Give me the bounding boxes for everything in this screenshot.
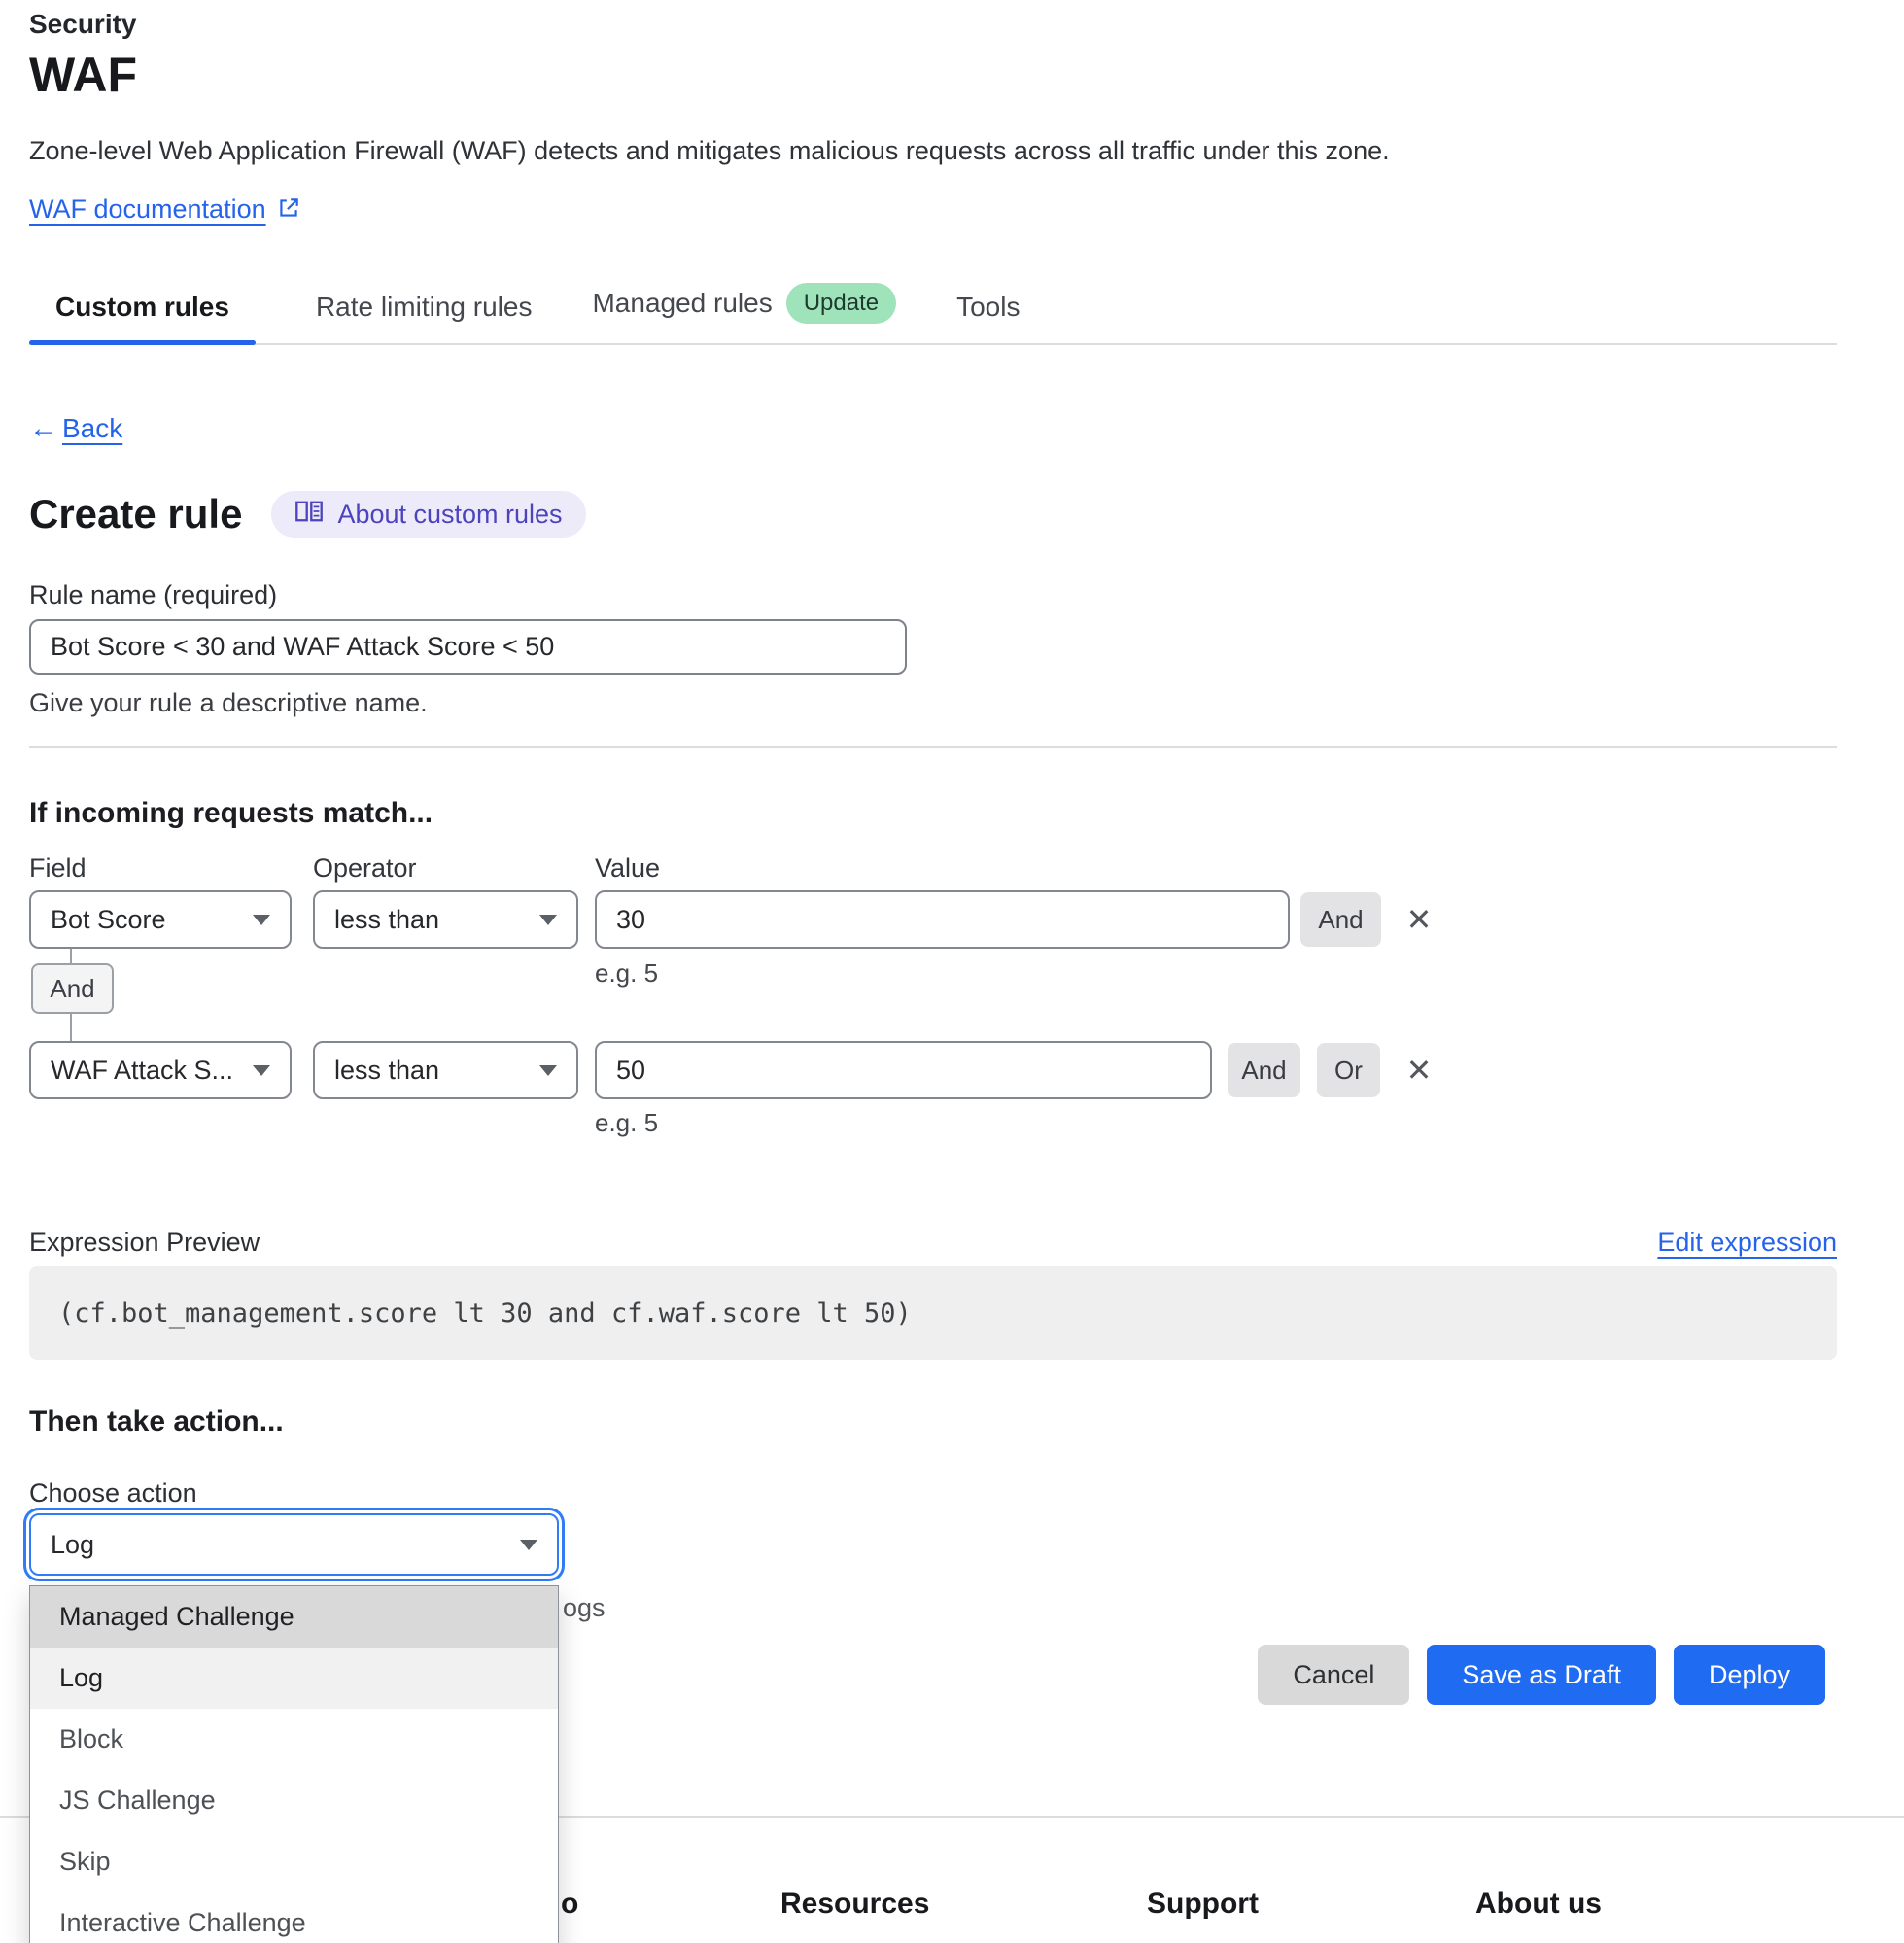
footer-column-about-us: About us bbox=[1475, 1888, 1602, 1920]
field-select-1[interactable]: Bot Score bbox=[29, 890, 292, 949]
cancel-button[interactable]: Cancel bbox=[1258, 1645, 1410, 1705]
add-or-button-2[interactable]: Or bbox=[1317, 1043, 1380, 1097]
menu-item-js-challenge[interactable]: JS Challenge bbox=[59, 1786, 216, 1815]
section-eyebrow: Security bbox=[29, 9, 137, 39]
page-description: Zone-level Web Application Firewall (WAF… bbox=[29, 136, 1390, 165]
connector-and-chip[interactable]: And bbox=[31, 963, 114, 1014]
footer-divider bbox=[0, 1816, 1904, 1818]
choose-action-select[interactable]: Log bbox=[29, 1513, 559, 1576]
chevron-down-icon bbox=[520, 1539, 537, 1550]
expression-code: (cf.bot_management.score lt 30 and cf.wa… bbox=[58, 1298, 912, 1329]
page-title: WAF bbox=[29, 48, 138, 102]
menu-item-skip[interactable]: Skip bbox=[59, 1847, 111, 1876]
menu-item-log[interactable]: Log bbox=[30, 1648, 558, 1709]
about-custom-rules-pill[interactable]: About custom rules bbox=[271, 491, 586, 538]
tab-bar: Custom rules Rate limiting rules Managed… bbox=[29, 283, 1837, 345]
tab-custom-rules[interactable]: Custom rules bbox=[29, 291, 256, 345]
rule-name-helper: Give your rule a descriptive name. bbox=[29, 688, 428, 717]
occluded-text-fragment: ogs bbox=[563, 1593, 606, 1622]
chevron-down-icon bbox=[539, 1064, 557, 1076]
book-icon bbox=[294, 499, 324, 530]
value-column-label: Value bbox=[595, 853, 661, 883]
save-as-draft-button[interactable]: Save as Draft bbox=[1427, 1645, 1656, 1705]
field-select-2[interactable]: WAF Attack S... bbox=[29, 1041, 292, 1099]
operator-select-1[interactable]: less than bbox=[313, 890, 578, 949]
footer-column-resources: Resources bbox=[780, 1888, 930, 1920]
field-column-label: Field bbox=[29, 853, 87, 883]
choose-action-label: Choose action bbox=[29, 1478, 197, 1508]
operator-select-2[interactable]: less than bbox=[313, 1041, 578, 1099]
action-section-title: Then take action... bbox=[29, 1405, 284, 1438]
value-input-2[interactable] bbox=[595, 1041, 1212, 1099]
chevron-down-icon bbox=[253, 914, 270, 925]
remove-row-icon-2[interactable]: ✕ bbox=[1398, 1049, 1440, 1092]
footer-column-support: Support bbox=[1147, 1888, 1259, 1920]
value-hint-2: e.g. 5 bbox=[595, 1108, 659, 1137]
edit-expression-link[interactable]: Edit expression bbox=[1657, 1228, 1837, 1257]
connector-line bbox=[70, 949, 72, 963]
deploy-button[interactable]: Deploy bbox=[1673, 1645, 1825, 1705]
rule-name-label: Rule name (required) bbox=[29, 580, 278, 609]
form-action-buttons: Cancel Save as Draft Deploy bbox=[1258, 1645, 1825, 1705]
tab-tools[interactable]: Tools bbox=[956, 292, 1021, 322]
external-link-icon bbox=[276, 195, 301, 228]
update-badge: Update bbox=[785, 283, 897, 324]
remove-row-icon-1[interactable]: ✕ bbox=[1398, 898, 1440, 941]
menu-item-interactive-challenge[interactable]: Interactive Challenge bbox=[59, 1908, 306, 1937]
value-hint-1: e.g. 5 bbox=[595, 958, 659, 988]
condition-row-2: WAF Attack S... less than And Or ✕ bbox=[29, 1041, 1837, 1099]
operator-column-label: Operator bbox=[313, 853, 417, 883]
add-and-button-1[interactable]: And bbox=[1300, 892, 1381, 947]
back-link[interactable]: Back bbox=[62, 413, 123, 443]
builder-column-headers: Field Operator Value bbox=[29, 853, 1837, 886]
condition-row-1: Bot Score less than And ✕ bbox=[29, 890, 1837, 949]
menu-item-block[interactable]: Block bbox=[59, 1724, 124, 1753]
menu-item-managed-challenge[interactable]: Managed Challenge bbox=[30, 1586, 558, 1648]
footer-column-partial: o bbox=[561, 1888, 579, 1920]
tab-managed-rules[interactable]: Managed rules Update bbox=[592, 283, 897, 343]
create-rule-title: Create rule bbox=[29, 491, 243, 537]
chevron-down-icon bbox=[253, 1064, 270, 1076]
connector-zone: e.g. 5 And bbox=[29, 949, 1837, 1041]
connector-line bbox=[70, 1014, 72, 1041]
expression-preview-box: (cf.bot_management.score lt 30 and cf.wa… bbox=[29, 1266, 1837, 1360]
back-arrow-icon: ← bbox=[29, 412, 58, 444]
value-input-1[interactable] bbox=[595, 890, 1290, 949]
action-dropdown-menu: Managed Challenge Log Block JS Challenge… bbox=[29, 1585, 559, 1943]
section-divider bbox=[29, 746, 1837, 748]
action-section: Then take action... Choose action Log og… bbox=[29, 1404, 1837, 1943]
match-section-title: If incoming requests match... bbox=[29, 797, 433, 829]
rule-name-input[interactable] bbox=[29, 619, 907, 675]
waf-documentation-link[interactable]: WAF documentation bbox=[29, 194, 266, 224]
chevron-down-icon bbox=[539, 914, 557, 925]
tab-rate-limiting-rules[interactable]: Rate limiting rules bbox=[315, 292, 533, 322]
expression-preview-label: Expression Preview bbox=[29, 1228, 260, 1257]
add-and-button-2[interactable]: And bbox=[1228, 1043, 1300, 1097]
